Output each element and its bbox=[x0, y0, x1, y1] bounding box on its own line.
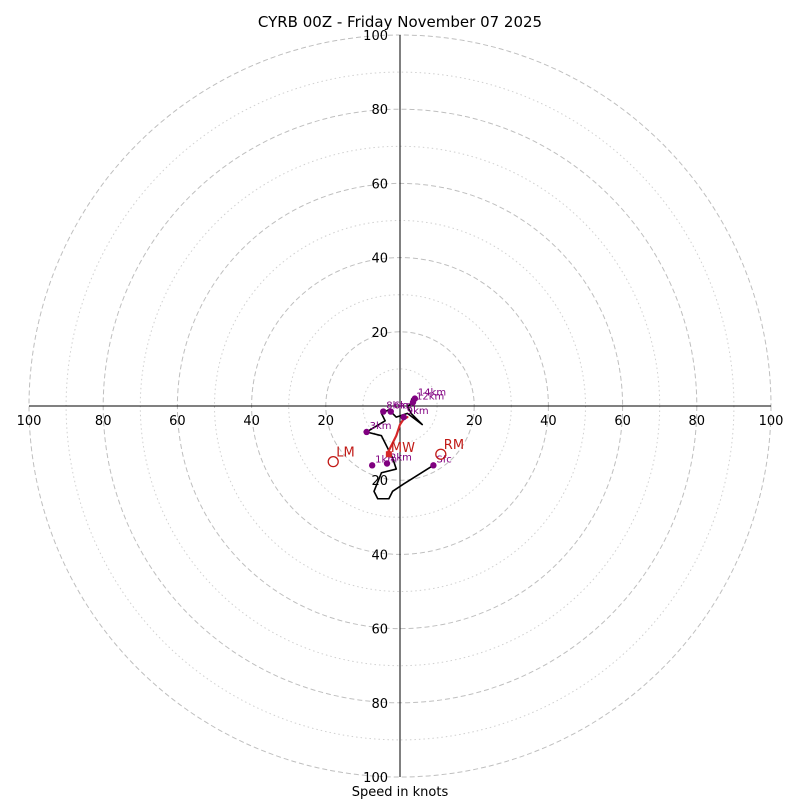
storm-motion-lm: LM bbox=[327, 446, 355, 468]
chart-title: CYRB 00Z - Friday November 07 2025 bbox=[258, 13, 542, 31]
y-tick-up-20: 20 bbox=[371, 326, 388, 341]
y-tick-up-40: 40 bbox=[371, 252, 388, 267]
y-tick-down-100: 100 bbox=[363, 771, 388, 786]
storm-motion-marker bbox=[385, 451, 392, 458]
height-marker-Sfc: Sfc bbox=[430, 454, 452, 469]
height-marker-label: 3km bbox=[370, 421, 392, 432]
storm-motions: RM LM MW bbox=[327, 438, 464, 468]
height-marker-dot bbox=[430, 462, 437, 469]
y-tick-up-60: 60 bbox=[371, 177, 388, 192]
storm-motion-marker bbox=[435, 448, 447, 460]
storm-motion-label: MW bbox=[391, 441, 415, 456]
tick-labels: 100 80 60 40 20 20 40 60 80 100204060801002040608… bbox=[17, 29, 784, 786]
axes bbox=[29, 35, 771, 777]
y-tick-down-80: 80 bbox=[371, 697, 388, 712]
x-tick-right-20: 20 bbox=[466, 414, 483, 429]
x-tick-right-100: 100 bbox=[759, 414, 784, 429]
x-axis-label: Speed in knots bbox=[352, 785, 449, 800]
height-marker-dot bbox=[368, 462, 376, 469]
height-marker-3km: 3km bbox=[363, 421, 392, 436]
height-marker-1km: 1km bbox=[368, 454, 397, 469]
y-tick-down-40: 40 bbox=[371, 548, 388, 563]
height-marker-label: 14km bbox=[418, 388, 446, 399]
height-marker-dot bbox=[363, 428, 370, 436]
height-marker-label: 12km bbox=[416, 391, 444, 402]
storm-motion-marker bbox=[327, 455, 339, 468]
height-marker-label: 9km bbox=[407, 406, 429, 417]
height-marker-9km: 9km bbox=[400, 406, 429, 421]
x-tick-right-80: 80 bbox=[689, 414, 706, 429]
height-marker-dot bbox=[411, 395, 419, 402]
height-marker-label: 6km bbox=[394, 401, 416, 412]
height-marker-dot bbox=[400, 413, 407, 421]
storm-motion-mw: MW bbox=[385, 441, 415, 458]
x-tick-right-60: 60 bbox=[614, 414, 631, 429]
x-tick-left-60: 60 bbox=[169, 414, 186, 429]
y-tick-down-60: 60 bbox=[371, 623, 388, 638]
height-marker-label: Sfc bbox=[436, 454, 451, 465]
height-marker-dot bbox=[383, 460, 391, 467]
height-marker-dot bbox=[387, 408, 394, 415]
height-marker-14km: 14km bbox=[411, 388, 446, 402]
height-marker-2km: 2km bbox=[383, 453, 412, 467]
y-tick-up-80: 80 bbox=[371, 103, 388, 118]
storm-motion-label: RM bbox=[444, 438, 464, 453]
height-marker-8km: 8km bbox=[380, 401, 408, 415]
height-marker-label: 1km bbox=[375, 454, 397, 465]
height-marker-6km: 6km bbox=[387, 401, 416, 415]
storm-motion-label: LM bbox=[336, 446, 354, 461]
height-marker-label: 8km bbox=[386, 401, 408, 412]
height-marker-label: 2km bbox=[390, 453, 412, 464]
y-tick-up-100: 100 bbox=[363, 29, 388, 44]
x-tick-left-20: 20 bbox=[318, 414, 335, 429]
x-tick-left-40: 40 bbox=[243, 414, 260, 429]
storm-motion-rm: RM bbox=[435, 438, 464, 460]
x-tick-right-40: 40 bbox=[540, 414, 557, 429]
height-marker-dot bbox=[380, 408, 387, 415]
x-tick-left-100: 100 bbox=[17, 414, 42, 429]
x-tick-left-80: 80 bbox=[95, 414, 112, 429]
